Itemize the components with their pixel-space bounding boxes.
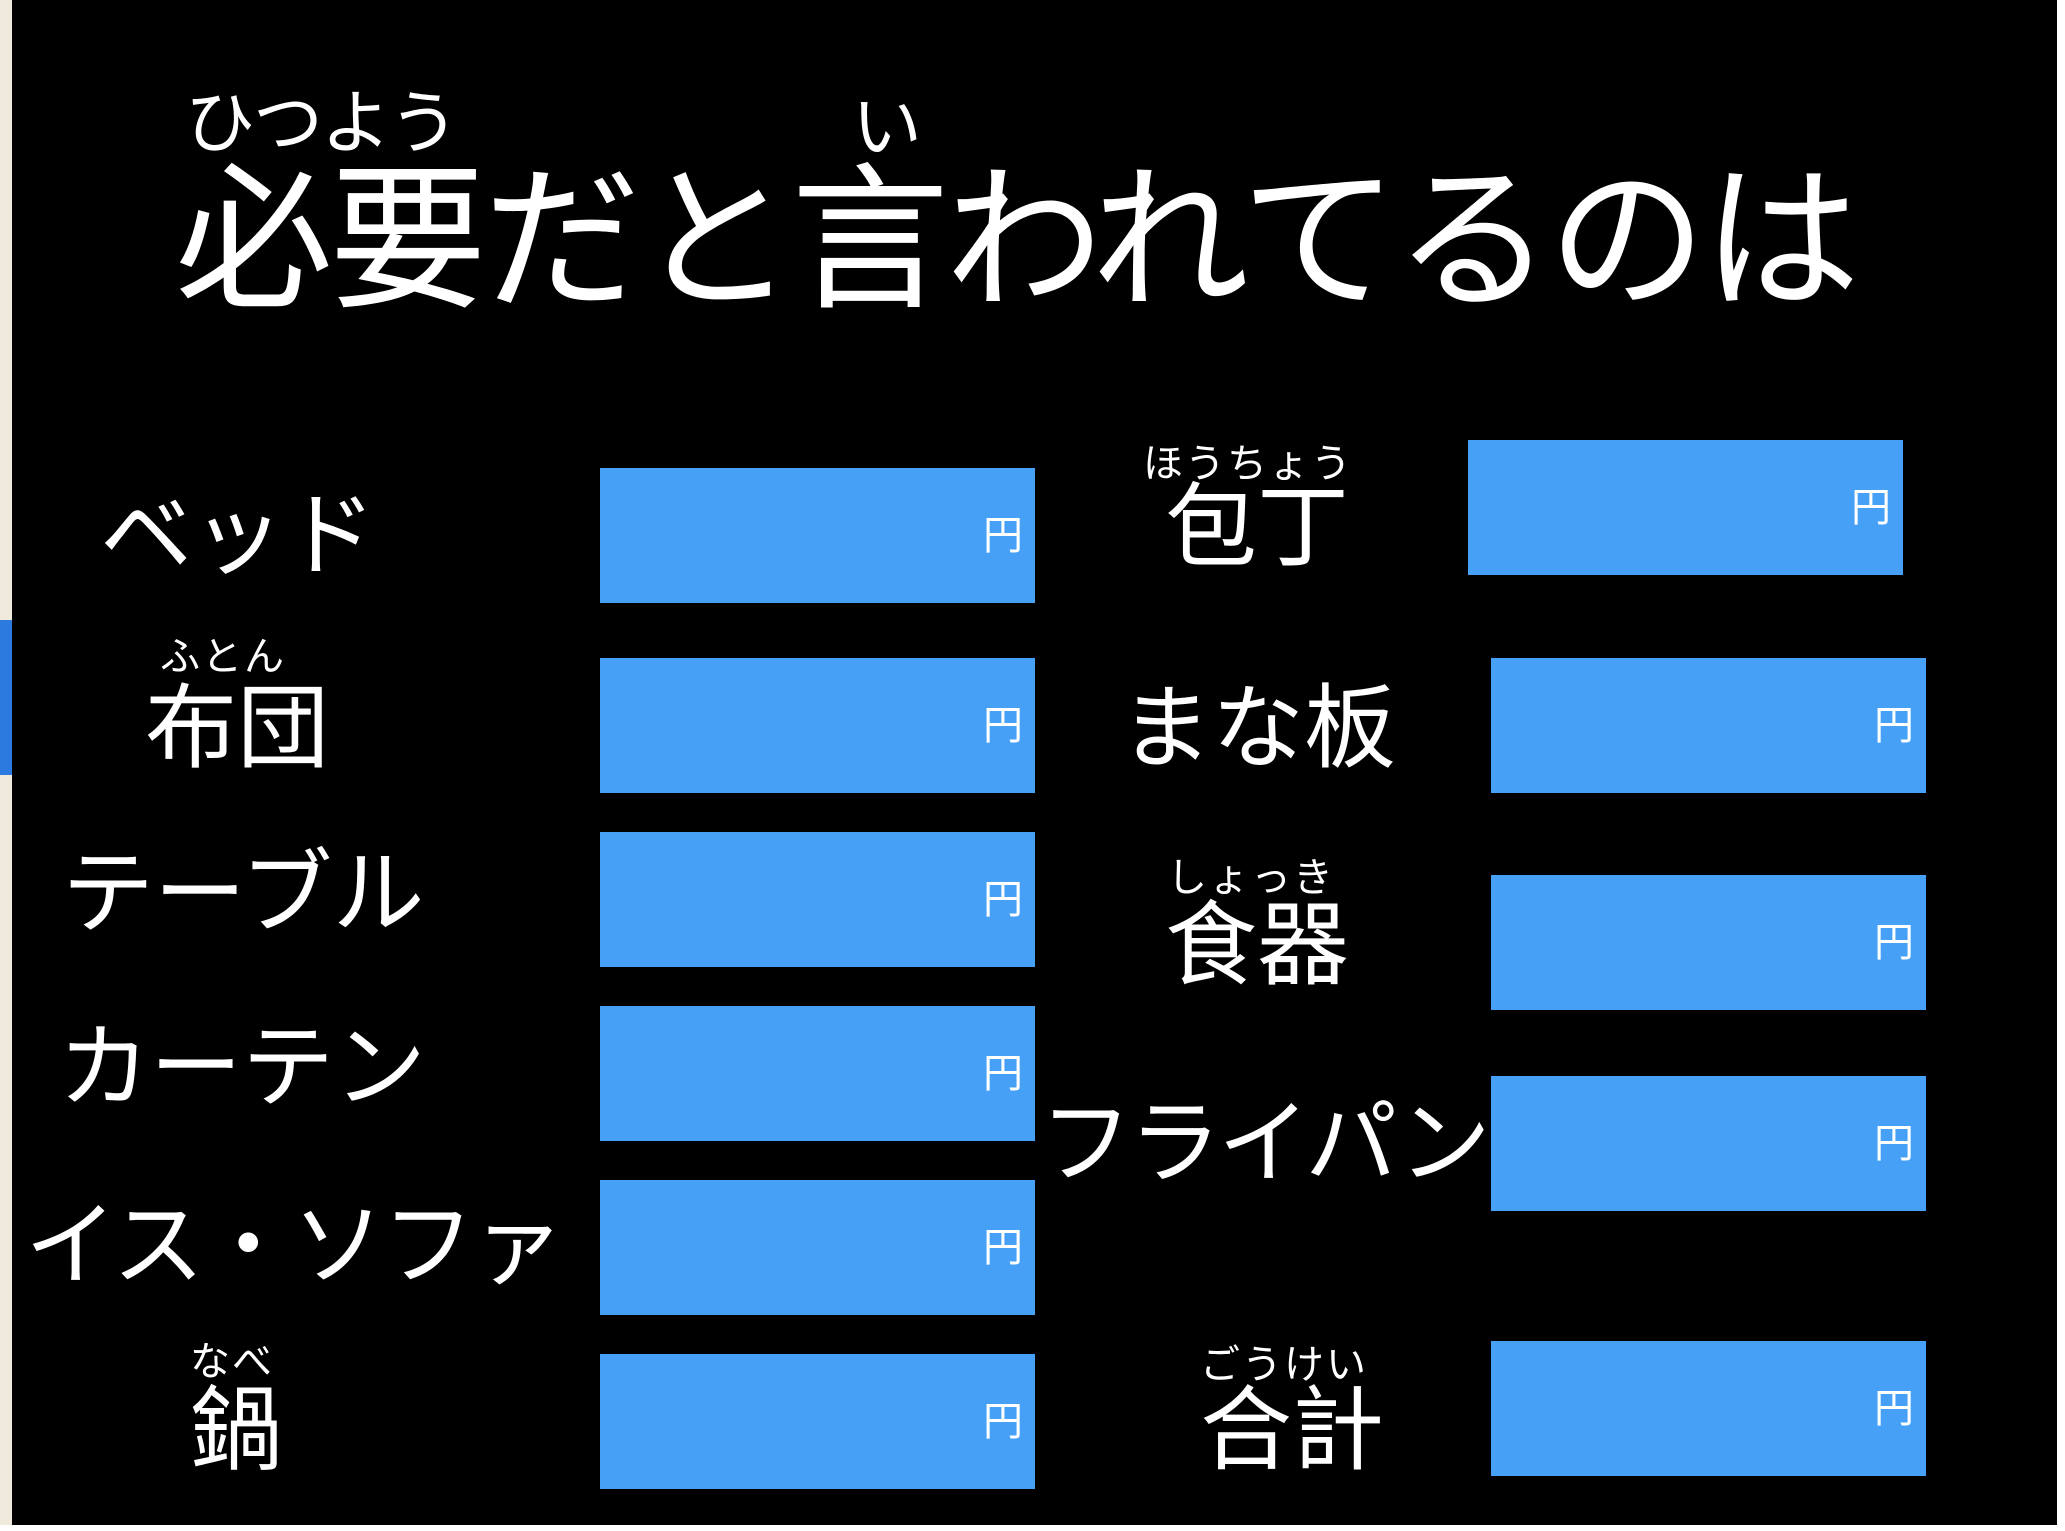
- window-bottom-edge: [0, 1525, 2065, 1531]
- price-box-goukei[interactable]: 円: [1491, 1341, 1926, 1476]
- price-box-futon[interactable]: 円: [600, 658, 1035, 793]
- unit-yen: 円: [983, 702, 1023, 749]
- unit-yen: 円: [1874, 1120, 1914, 1167]
- price-box-houchou[interactable]: 円: [1468, 440, 1903, 575]
- unit-yen: 円: [1874, 702, 1914, 749]
- ruby-nabe: なべ: [190, 1339, 274, 1385]
- unit-yen: 円: [983, 1224, 1023, 1271]
- price-box-chair-sofa[interactable]: 円: [600, 1180, 1035, 1315]
- label-houchou: 包丁: [1165, 474, 1350, 581]
- label-nabe: 鍋: [190, 1377, 283, 1484]
- unit-yen: 円: [1874, 919, 1914, 966]
- window-left-edge: [0, 0, 12, 1531]
- label-goukei: 合計: [1200, 1377, 1385, 1484]
- unit-yen: 円: [983, 512, 1023, 559]
- label-chair-sofa: イス・ソファ: [25, 1192, 564, 1299]
- ruby-shokki: しょっき: [1167, 855, 1335, 901]
- ruby-houchou: ほうちょう: [1143, 441, 1353, 487]
- price-box-curtain[interactable]: 円: [600, 1006, 1035, 1141]
- window-right-edge: [2057, 0, 2065, 1531]
- unit-yen: 円: [1851, 484, 1891, 531]
- price-box-frypan[interactable]: 円: [1491, 1076, 1926, 1211]
- title-ruby-hitsuyou: ひつよう: [185, 82, 459, 164]
- price-box-nabe[interactable]: 円: [600, 1354, 1035, 1489]
- label-bed: ベッド: [100, 482, 377, 589]
- ruby-futon: ふとん: [160, 634, 286, 680]
- price-box-table[interactable]: 円: [600, 832, 1035, 967]
- label-futon: 布団: [145, 675, 330, 782]
- title-ruby-i: い: [852, 86, 922, 168]
- label-curtain: カーテン: [58, 1014, 427, 1121]
- label-shokki: 食器: [1165, 892, 1350, 999]
- price-box-shokki[interactable]: 円: [1491, 875, 1926, 1010]
- label-table: テーブル: [62, 840, 425, 947]
- label-frypan: フライパン: [1040, 1090, 1491, 1197]
- scroll-indicator: [0, 620, 12, 775]
- unit-yen: 円: [983, 1050, 1023, 1097]
- slide-title: 必要だと言われてるのは: [175, 149, 1860, 333]
- ruby-goukei: ごうけい: [1200, 1342, 1368, 1388]
- unit-yen: 円: [1874, 1385, 1914, 1432]
- price-box-bed[interactable]: 円: [600, 468, 1035, 603]
- unit-yen: 円: [983, 1398, 1023, 1445]
- price-box-manaita[interactable]: 円: [1491, 658, 1926, 793]
- label-manaita: まな板: [1120, 675, 1397, 782]
- unit-yen: 円: [983, 876, 1023, 923]
